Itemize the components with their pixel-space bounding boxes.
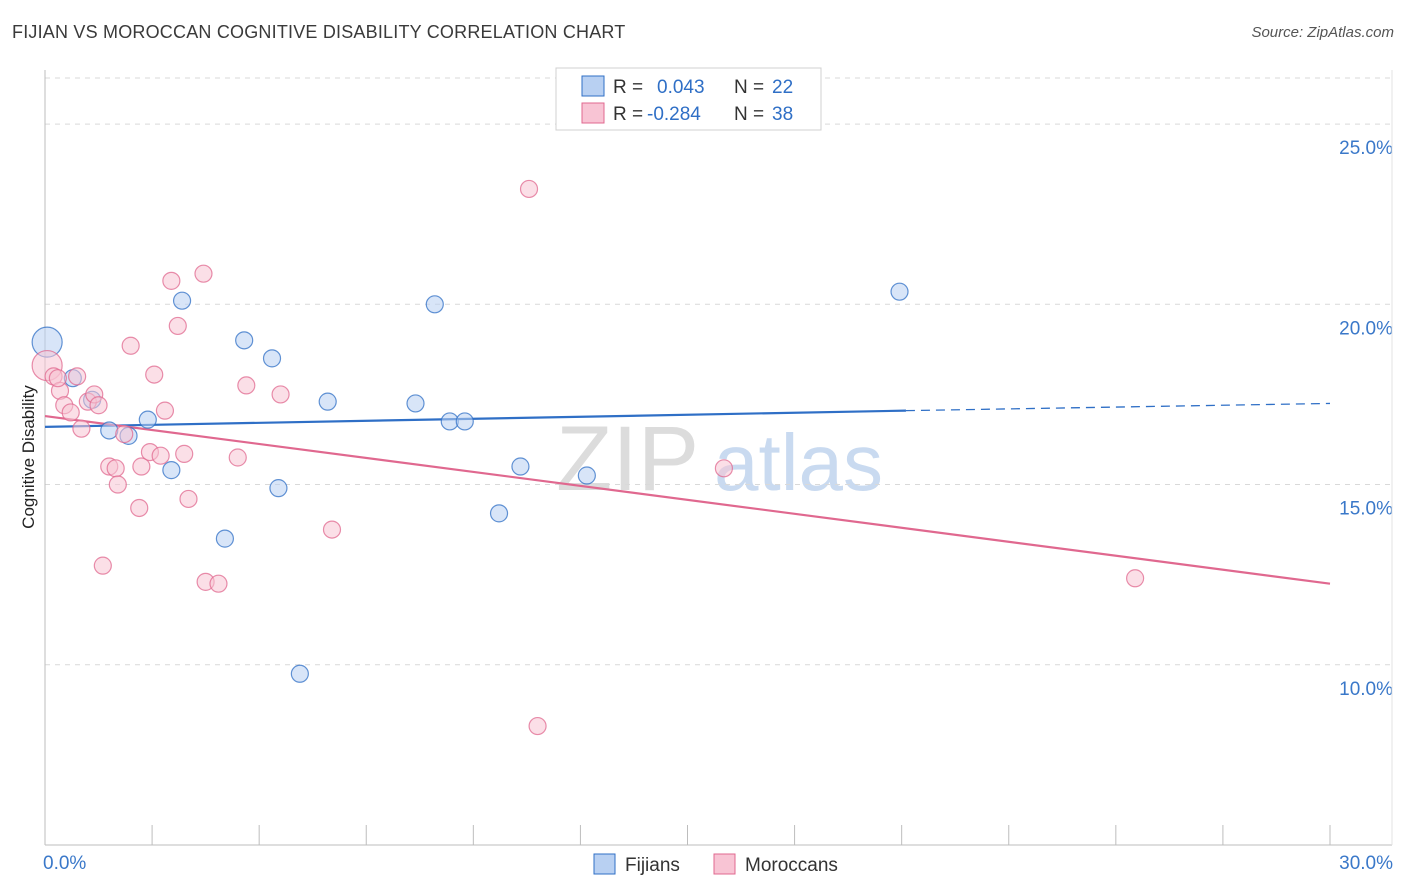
moroccans-point	[61, 403, 80, 422]
fijians-point	[235, 331, 254, 350]
fijians-point	[138, 410, 157, 429]
legend-n-label-fijians: N =	[734, 77, 764, 98]
moroccans-point	[132, 457, 151, 476]
y-axis-label: Cognitive Disability	[19, 385, 38, 529]
moroccans-point	[93, 556, 112, 575]
moroccans-point	[162, 271, 181, 290]
fijians-point	[406, 394, 425, 413]
fijians-point	[890, 282, 909, 301]
moroccans-point	[115, 424, 134, 444]
bottom-legend-swatch-moroccans	[713, 853, 736, 875]
bottom-legend-moroccans: Moroccans	[745, 855, 838, 876]
watermark-zip: ZIP	[556, 408, 699, 510]
moroccans-point	[106, 459, 125, 478]
fijians-point	[318, 392, 337, 411]
legend-n-label-moroccans: N =	[734, 104, 764, 125]
moroccans-point	[194, 264, 213, 283]
moroccans-point	[228, 448, 247, 467]
y-tick-label: 20.0%	[1339, 318, 1393, 339]
watermark-atlas: atlas	[714, 418, 883, 507]
moroccans-point	[519, 179, 539, 199]
moroccans-point	[528, 716, 547, 736]
moroccans-point	[48, 369, 67, 388]
moroccans-point	[322, 520, 342, 539]
moroccans-point	[155, 401, 175, 420]
moroccans-point	[68, 367, 87, 386]
moroccans-point	[151, 446, 170, 465]
moroccans-point	[72, 419, 91, 438]
legend-r-label-moroccans: R =	[613, 104, 643, 125]
moroccans-point	[168, 316, 187, 336]
fijians-point	[577, 466, 596, 485]
axes: 10.0% 15.0% 20.0% 25.0% 0.0% 30.0%	[43, 70, 1393, 874]
y-tick-label: 15.0%	[1339, 499, 1393, 520]
y-tick-label: 25.0%	[1339, 138, 1393, 159]
fijians-point	[172, 291, 192, 310]
moroccans-point	[237, 376, 256, 395]
trend-line-fijians	[44, 409, 906, 428]
gridlines	[45, 77, 1392, 666]
correlation-legend: R = 0.043 N = 22 R = -0.284 N = 38	[555, 67, 822, 131]
chart-title: FIJIAN VS MOROCCAN COGNITIVE DISABILITY …	[12, 22, 626, 42]
fijians-point	[262, 349, 282, 368]
moroccans-point	[714, 459, 734, 478]
fijians-point	[162, 461, 181, 480]
moroccans-point	[89, 396, 108, 415]
moroccans-point	[145, 365, 164, 384]
moroccans-point	[130, 498, 149, 518]
bottom-legend-swatch-fijians	[593, 853, 616, 875]
moroccans-point	[209, 574, 228, 593]
moroccans-point	[179, 489, 198, 509]
series-legend: Fijians Moroccans	[593, 853, 838, 876]
trend-line-fijians-extension	[905, 402, 1331, 412]
fijians-point	[290, 664, 309, 683]
moroccans-point	[271, 385, 290, 404]
trend-lines	[44, 402, 1331, 585]
moroccans-point	[121, 336, 140, 355]
legend-n-value-moroccans: 38	[772, 104, 793, 125]
moroccans-point	[175, 444, 194, 463]
legend-r-value-moroccans: -0.284	[647, 104, 701, 125]
fijians-point	[215, 529, 234, 548]
source-credit: Source: ZipAtlas.com	[1251, 24, 1394, 41]
legend-swatch-moroccans	[581, 102, 605, 124]
legend-n-value-fijians: 22	[772, 77, 793, 98]
legend-swatch-fijians	[581, 75, 605, 97]
moroccans-point	[108, 475, 127, 494]
x-tick-label-max: 30.0%	[1339, 853, 1393, 874]
moroccans-point	[1126, 569, 1145, 588]
data-points	[31, 179, 1145, 736]
bottom-legend-fijians: Fijians	[625, 855, 680, 876]
fijians-point	[511, 457, 530, 476]
fijians-point	[489, 504, 509, 523]
fijians-point	[100, 421, 119, 440]
y-tick-label: 10.0%	[1339, 679, 1393, 700]
fijians-point	[269, 479, 288, 498]
fijians-point	[455, 412, 474, 431]
trend-line-moroccans	[44, 414, 1331, 585]
fijians-point	[425, 295, 444, 314]
x-tick-label-min: 0.0%	[43, 853, 86, 874]
legend-r-label-fijians: R =	[613, 77, 643, 98]
legend-r-value-fijians: 0.043	[657, 77, 705, 98]
